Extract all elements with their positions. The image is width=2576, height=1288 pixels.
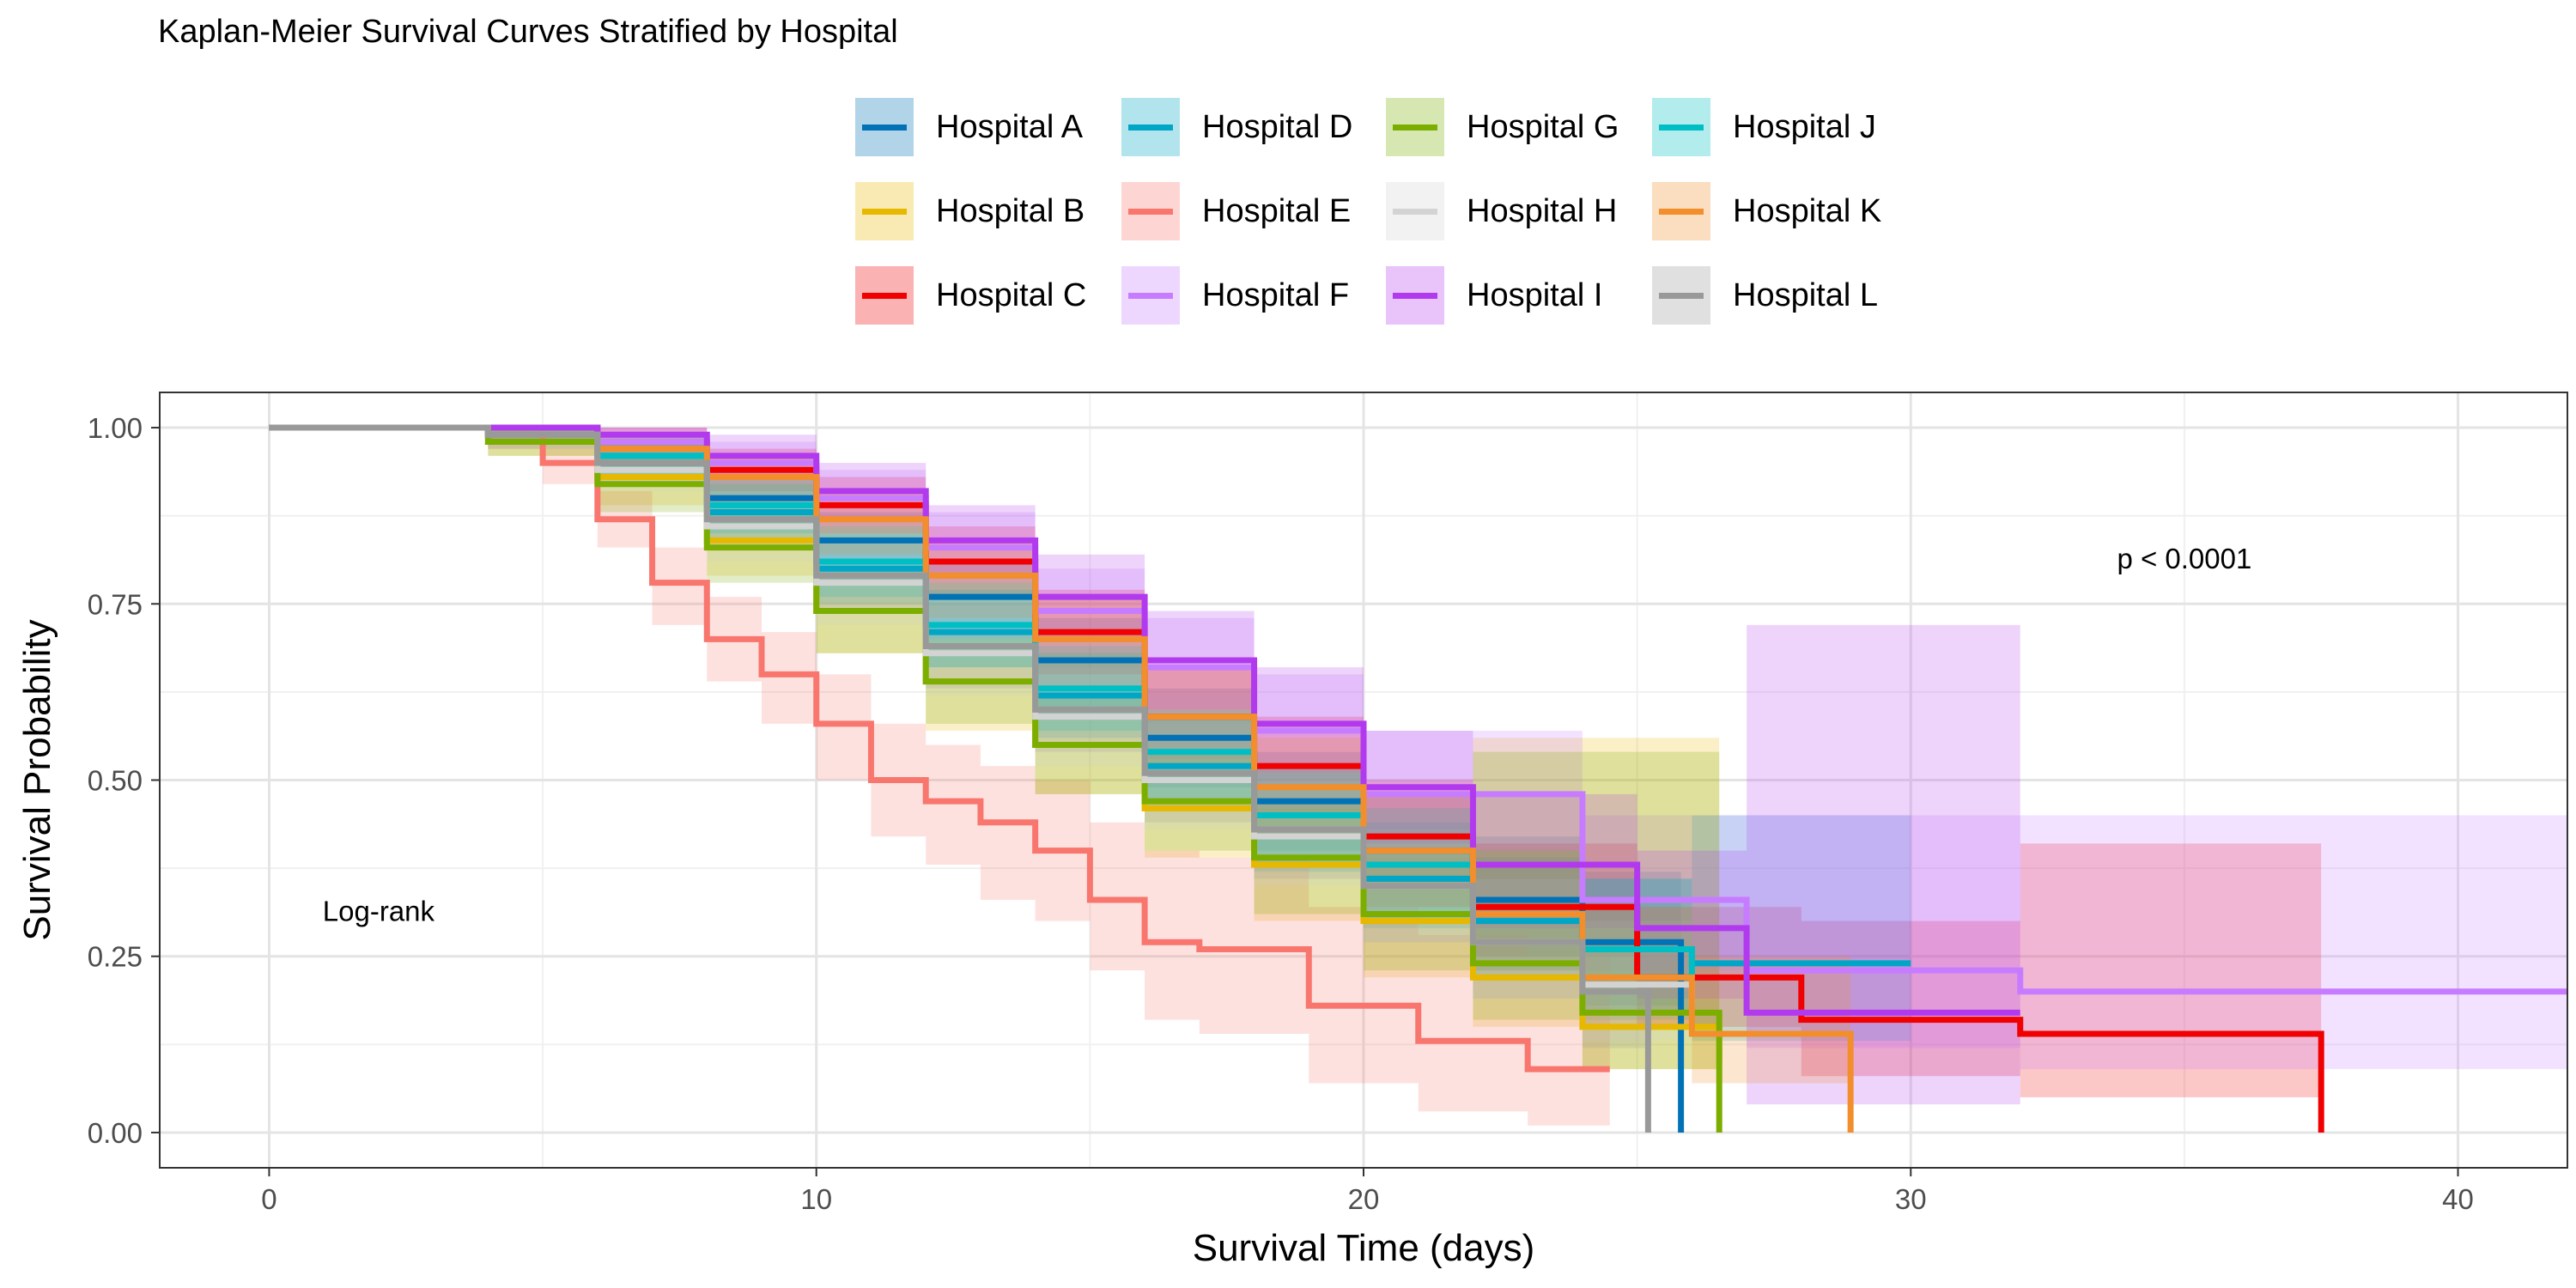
annotation: Log-rank: [323, 896, 435, 927]
y-tick-label: 0.25: [88, 941, 143, 973]
legend-key: [1121, 266, 1180, 325]
confidence-band: [269, 428, 2322, 1097]
y-tick-label: 0.50: [88, 765, 143, 797]
legend-key: [855, 98, 914, 156]
y-tick-label: 0.75: [88, 588, 143, 620]
x-tick-label: 10: [800, 1183, 832, 1215]
legend-key: [855, 266, 914, 325]
chart-title: Kaplan-Meier Survival Curves Stratified …: [158, 14, 898, 50]
legend-key: [1652, 98, 1710, 156]
confidence-band: [269, 428, 2567, 1070]
legend-key: [1386, 266, 1444, 325]
legend-item: Hospital L: [1652, 264, 1878, 326]
legend-label: Hospital F: [1202, 276, 1350, 313]
legend-label: Hospital K: [1733, 192, 1882, 229]
legend-item: Hospital I: [1386, 264, 1602, 326]
survival-curve: [269, 424, 1651, 1133]
x-axis-title: Survival Time (days): [1193, 1227, 1535, 1269]
legend-item: Hospital G: [1386, 96, 1619, 158]
survival-curves: [269, 424, 2567, 1133]
legend-key: [1386, 98, 1444, 156]
y-axis-title: Survival Probability: [16, 619, 58, 940]
legend-label: Hospital L: [1733, 276, 1878, 313]
survival-curve: [269, 424, 1610, 1072]
x-tick-label: 0: [261, 1183, 276, 1215]
legend: Hospital A Hospital B Hospital C Hospital D…: [855, 96, 1920, 354]
legend-item: Hospital A: [855, 96, 1083, 158]
x-tick-label: 30: [1895, 1183, 1927, 1215]
survival-curve: [269, 424, 1722, 1133]
legend-key: [1121, 182, 1180, 240]
annotations: Log-rank p < 0.0001: [323, 543, 2252, 927]
confidence-band: [269, 428, 1692, 1062]
legend-key: [1121, 98, 1180, 156]
legend-key: [855, 182, 914, 240]
x-tick-label: 40: [2442, 1183, 2474, 1215]
y-tick-label: 1.00: [88, 412, 143, 444]
confidence-band: [269, 428, 1911, 1048]
legend-item: Hospital E: [1121, 180, 1351, 242]
legend-item: Hospital H: [1386, 180, 1617, 242]
legend-label: Hospital G: [1467, 108, 1619, 145]
legend-key: [1652, 266, 1710, 325]
y-tick-label: 0.00: [88, 1117, 143, 1149]
legend-label: Hospital C: [936, 276, 1087, 313]
legend-label: Hospital B: [936, 192, 1085, 229]
legend-item: Hospital F: [1121, 264, 1349, 326]
legend-label: Hospital I: [1467, 276, 1603, 313]
legend-item: Hospital K: [1652, 180, 1881, 242]
legend-item: Hospital D: [1121, 96, 1352, 158]
legend-label: Hospital J: [1733, 108, 1876, 145]
survival-curve: [269, 424, 2020, 1016]
legend-item: Hospital B: [855, 180, 1084, 242]
legend-item: Hospital J: [1652, 96, 1876, 158]
x-tick-label: 20: [1348, 1183, 1380, 1215]
legend-item: Hospital C: [855, 264, 1086, 326]
legend-key: [1386, 182, 1444, 240]
legend-label: Hospital A: [936, 108, 1084, 145]
legend-label: Hospital E: [1202, 192, 1352, 229]
annotation: p < 0.0001: [2117, 543, 2251, 574]
legend-label: Hospital H: [1467, 192, 1618, 229]
legend-label: Hospital D: [1202, 108, 1353, 145]
axes: 0 10 20 30 40 0.00 0.25 0.50 0.75 1.00 Survival Ti…: [16, 412, 2474, 1269]
legend-key: [1652, 182, 1710, 240]
